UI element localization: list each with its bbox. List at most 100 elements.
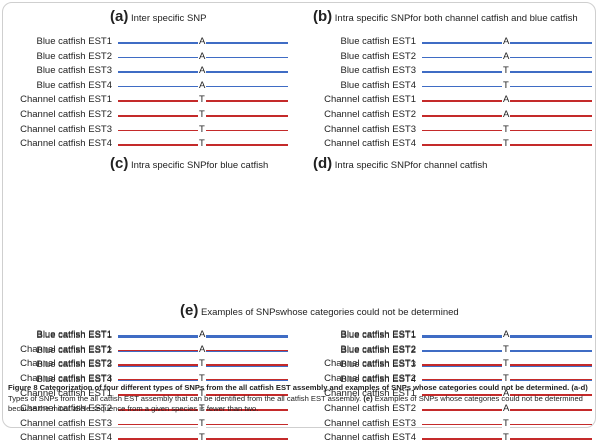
est-label: Blue catfish EST2	[340, 50, 416, 62]
alignment-row: Channel catfish EST2 T	[20, 402, 288, 416]
caption-text-ad: Types of SNPs from the all catfish EST a…	[8, 393, 362, 403]
snp-base: T	[502, 416, 510, 431]
snp-base: T	[198, 93, 206, 108]
est-label: Blue catfish EST4	[340, 373, 416, 385]
snp-base: A	[198, 49, 207, 64]
alignment-row: Channel catfish EST1 A	[324, 387, 592, 402]
alignment-row: Blue catfish EST2 A	[340, 49, 592, 64]
alignment-row: Blue catfish EST3 T	[340, 64, 592, 79]
est-label: Channel catfish EST1	[20, 388, 112, 400]
snp-base: T	[198, 137, 206, 152]
est-label: Channel catfish EST2	[324, 403, 416, 414]
est-label: Channel catfish EST3	[20, 417, 112, 429]
caption-part-ad: (a-d)	[571, 383, 588, 392]
snp-base: A	[502, 328, 511, 342]
est-label: Channel catfish EST4	[324, 432, 416, 444]
alignment-row: Channel catfish EST3 T	[20, 371, 288, 386]
snp-base: A	[502, 35, 511, 49]
alignment-row: Channel catfish EST2 A	[324, 108, 592, 122]
caption-part-e: (e)	[363, 393, 373, 403]
est-label: Channel catfish EST1	[324, 94, 416, 106]
alignment-row: Channel catfish EST2 A	[324, 402, 592, 416]
alignment-row: Channel catfish EST1 T	[20, 387, 288, 402]
panel-a-title: (a) Inter specific SNP	[110, 8, 207, 25]
est-label: Blue catfish EST2	[36, 50, 112, 62]
caption-text-e: Examples of SNPs whose categories could …	[8, 393, 583, 414]
panel-b-title: (b) Intra specific SNPfor both channel c…	[313, 8, 578, 25]
est-label: Blue catfish EST2	[36, 344, 112, 356]
est-label: Channel catfish EST1	[324, 358, 416, 370]
est-label: Blue catfish EST3	[340, 65, 416, 77]
est-label: Channel catfish EST2	[324, 372, 416, 384]
snp-base: T	[198, 416, 206, 431]
est-label: Channel catfish EST3	[20, 123, 112, 135]
snp-base: T	[502, 122, 510, 137]
snp-base: T	[198, 122, 206, 137]
alignment-row: Channel catfish EST4 T	[324, 431, 592, 445]
alignment-row: Channel catfish EST4 T	[324, 137, 592, 152]
est-label: Blue catfish EST2	[340, 344, 416, 356]
panel-d-title: (d) Intra specific SNPfor channel catfis…	[313, 155, 488, 172]
snp-base: T	[502, 431, 510, 445]
alignment-row: Channel catfish EST1 A	[324, 93, 592, 108]
alignment-row: Blue catfish EST4 T	[340, 78, 592, 93]
est-label: Blue catfish EST1	[36, 329, 112, 340]
alignment-row: Channel catfish EST3 T	[324, 122, 592, 137]
snp-base: T	[502, 64, 510, 79]
alignment-row: Channel catfish EST2 T	[20, 357, 288, 372]
snp-base: A	[198, 328, 207, 342]
est-label: Channel catfish EST2	[20, 358, 112, 370]
figure-caption: Figure 8 Categorization of four differen…	[8, 383, 592, 415]
est-label: Blue catfish EST3	[340, 359, 416, 371]
est-label: Channel catfish EST2	[20, 403, 112, 414]
alignment-row: Channel catfish EST1 A	[20, 342, 288, 357]
est-label: Channel catfish EST2	[20, 109, 112, 120]
est-label: Channel catfish EST1	[20, 343, 112, 355]
est-label: Channel catfish EST4	[324, 138, 416, 150]
est-label: Channel catfish EST3	[324, 417, 416, 429]
snp-base: A	[198, 342, 207, 357]
alignment-row: Blue catfish EST1 A	[340, 328, 592, 342]
snp-base: A	[198, 78, 207, 93]
snp-base: T	[502, 78, 510, 93]
alignment-row: Channel catfish EST3 T	[20, 122, 288, 137]
snp-base: A	[502, 93, 511, 108]
caption-head: Figure 8 Categorization of four differen…	[8, 383, 570, 392]
est-label: Blue catfish EST1	[36, 36, 112, 47]
snp-base: T	[198, 108, 206, 122]
snp-base: T	[198, 357, 206, 372]
snp-base: T	[198, 387, 206, 402]
alignment-row: Blue catfish EST1 A	[36, 328, 288, 342]
est-label: Channel catfish EST2	[324, 109, 416, 120]
est-label: Blue catfish EST3	[36, 65, 112, 77]
est-label: Blue catfish EST1	[340, 330, 416, 341]
est-label: Blue catfish EST4	[340, 79, 416, 91]
alignment-row: Blue catfish EST2 T	[340, 342, 592, 357]
snp-base: T	[502, 137, 510, 152]
snp-base: T	[198, 402, 206, 416]
snp-base: A	[502, 49, 511, 64]
snp-base: T	[502, 342, 510, 357]
alignment-row: Blue catfish EST4 A	[36, 78, 288, 93]
snp-base: A	[198, 64, 207, 79]
est-label: Channel catfish EST1	[324, 388, 416, 400]
alignment-row: Channel catfish EST1 T	[324, 357, 592, 372]
est-label: Blue catfish EST1	[340, 36, 416, 47]
est-label: Blue catfish EST1	[36, 330, 112, 341]
panel-c-title: (c) Intra specific SNPfor blue catfish	[110, 155, 269, 172]
snp-base: T	[198, 431, 206, 445]
alignment-row: Channel catfish EST3 T	[20, 416, 288, 431]
est-label: Blue catfish EST3	[36, 359, 112, 371]
est-label: Blue catfish EST2	[340, 343, 416, 355]
est-label: Blue catfish EST1	[340, 329, 416, 340]
alignment-row: Channel catfish EST2 T	[20, 108, 288, 122]
est-label: Channel catfish EST1	[20, 94, 112, 106]
est-label: Channel catfish EST4	[20, 432, 112, 444]
snp-base: T	[502, 371, 510, 386]
alignment-row: Channel catfish EST3 T	[324, 416, 592, 431]
est-label: Blue catfish EST4	[36, 373, 112, 385]
snp-base: A	[502, 387, 511, 402]
snp-base: T	[198, 371, 206, 386]
figure-frame	[2, 2, 596, 428]
snp-base: T	[502, 357, 510, 372]
